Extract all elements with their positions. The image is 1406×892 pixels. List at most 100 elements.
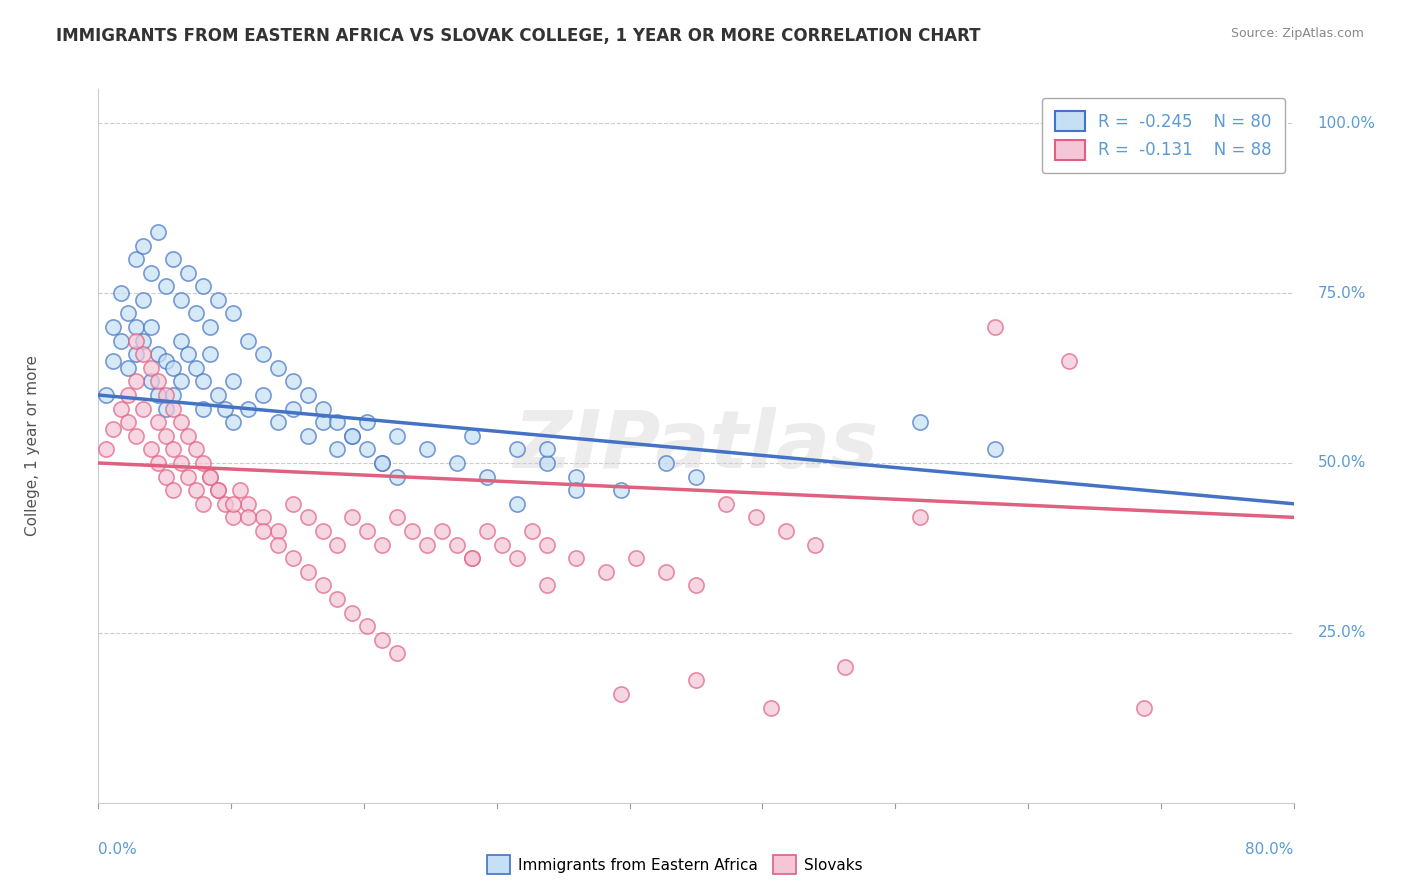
Point	[326, 537, 349, 551]
Point	[267, 524, 290, 538]
Point	[983, 320, 1005, 334]
Point	[191, 497, 214, 511]
Point	[125, 334, 148, 348]
Point	[281, 497, 304, 511]
Point	[281, 551, 304, 566]
Point	[759, 700, 782, 714]
Point	[536, 442, 558, 457]
Point	[536, 578, 558, 592]
Point	[281, 375, 304, 389]
Point	[281, 401, 304, 416]
Point	[191, 279, 214, 293]
Point	[461, 551, 484, 566]
Point	[267, 537, 290, 551]
Point	[94, 442, 117, 457]
Point	[475, 469, 498, 483]
Point	[184, 306, 207, 320]
Text: 100.0%: 100.0%	[1317, 116, 1375, 131]
Point	[461, 429, 484, 443]
Point	[155, 279, 177, 293]
Point	[506, 551, 529, 566]
Point	[326, 591, 349, 606]
Point	[125, 429, 148, 443]
Point	[117, 415, 139, 429]
Point	[155, 388, 177, 402]
Point	[565, 483, 588, 498]
Point	[908, 510, 931, 524]
Point	[177, 347, 200, 361]
Point	[385, 429, 409, 443]
Text: 80.0%: 80.0%	[1246, 842, 1294, 857]
Text: College, 1 year or more: College, 1 year or more	[25, 356, 41, 536]
Point	[191, 375, 214, 389]
Point	[162, 442, 184, 457]
Point	[655, 565, 678, 579]
Point	[162, 388, 184, 402]
Point	[610, 483, 633, 498]
Point	[385, 510, 409, 524]
Point	[236, 401, 259, 416]
Point	[311, 401, 333, 416]
Point	[371, 537, 394, 551]
Point	[148, 415, 170, 429]
Point	[385, 469, 409, 483]
Point	[103, 422, 125, 436]
Text: 50.0%: 50.0%	[1317, 456, 1365, 470]
Point	[229, 483, 252, 498]
Point	[520, 524, 543, 538]
Point	[207, 388, 229, 402]
Point	[252, 347, 274, 361]
Point	[252, 524, 274, 538]
Point	[1059, 354, 1081, 368]
Point	[155, 469, 177, 483]
Point	[222, 415, 245, 429]
Point	[536, 537, 558, 551]
Point	[110, 401, 132, 416]
Point	[624, 551, 647, 566]
Point	[200, 347, 222, 361]
Point	[169, 293, 191, 307]
Point	[371, 632, 394, 647]
Point	[110, 286, 132, 301]
Point	[236, 334, 259, 348]
Point	[139, 375, 162, 389]
Point	[595, 565, 617, 579]
Point	[191, 456, 214, 470]
Point	[139, 266, 162, 280]
Point	[117, 388, 139, 402]
Point	[461, 551, 484, 566]
Text: 25.0%: 25.0%	[1317, 625, 1365, 640]
Point	[110, 334, 132, 348]
Point	[685, 578, 707, 592]
Legend: R =  -0.245    N = 80, R =  -0.131    N = 88: R = -0.245 N = 80, R = -0.131 N = 88	[1042, 97, 1285, 173]
Point	[416, 442, 439, 457]
Point	[125, 320, 148, 334]
Point	[132, 401, 155, 416]
Point	[714, 497, 737, 511]
Point	[132, 347, 155, 361]
Point	[745, 510, 768, 524]
Point	[342, 429, 364, 443]
Point	[491, 537, 513, 551]
Point	[162, 252, 184, 266]
Point	[297, 429, 319, 443]
Point	[103, 354, 125, 368]
Point	[1133, 700, 1156, 714]
Point	[207, 293, 229, 307]
Point	[125, 375, 148, 389]
Point	[139, 320, 162, 334]
Point	[416, 537, 439, 551]
Point	[132, 334, 155, 348]
Point	[983, 442, 1005, 457]
Point	[148, 375, 170, 389]
Point	[297, 388, 319, 402]
Point	[775, 524, 797, 538]
Point	[155, 429, 177, 443]
Point	[506, 442, 529, 457]
Point	[655, 456, 678, 470]
Text: IMMIGRANTS FROM EASTERN AFRICA VS SLOVAK COLLEGE, 1 YEAR OR MORE CORRELATION CHA: IMMIGRANTS FROM EASTERN AFRICA VS SLOVAK…	[56, 27, 981, 45]
Point	[125, 252, 148, 266]
Point	[311, 578, 333, 592]
Point	[222, 497, 245, 511]
Point	[267, 415, 290, 429]
